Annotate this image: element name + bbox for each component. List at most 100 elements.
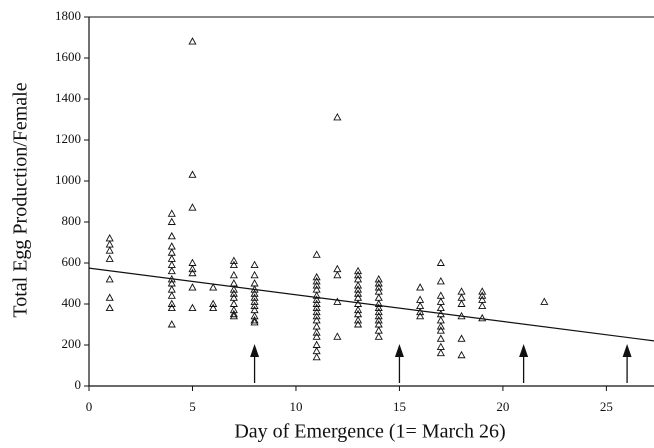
data-point <box>540 297 549 305</box>
data-point <box>312 307 321 316</box>
data-point <box>105 274 114 283</box>
data-point <box>436 303 445 312</box>
data-point <box>167 217 176 225</box>
data-point <box>416 295 425 303</box>
data-point <box>229 260 238 268</box>
data-point <box>436 342 445 350</box>
regression-line <box>88 267 654 342</box>
data-point <box>436 315 445 324</box>
data-point <box>374 311 383 320</box>
data-point <box>250 318 259 326</box>
y-tick-label: 400 <box>62 295 82 310</box>
data-point <box>229 311 238 320</box>
y-tick-label: 0 <box>75 377 82 392</box>
data-point <box>105 293 114 301</box>
data-point <box>436 326 445 334</box>
data-point <box>250 311 259 320</box>
x-tick-label: 10 <box>289 399 302 414</box>
data-point <box>105 246 114 254</box>
data-point <box>374 283 383 291</box>
data-point <box>105 233 114 242</box>
data-point <box>167 248 176 256</box>
data-point <box>353 320 363 328</box>
data-point <box>436 334 445 342</box>
data-point <box>312 295 321 303</box>
data-point <box>353 289 363 297</box>
data-point <box>167 285 176 293</box>
data-point <box>374 274 383 283</box>
data-point <box>188 268 197 277</box>
data-point <box>374 299 383 307</box>
x-tick-label: 15 <box>393 399 406 414</box>
data-point <box>250 260 259 268</box>
x-tick-label: 20 <box>496 399 509 414</box>
y-tick-label: 600 <box>62 254 82 269</box>
data-point <box>333 270 342 279</box>
data-point <box>457 293 466 301</box>
data-point <box>374 315 383 324</box>
arrow-head <box>394 343 404 357</box>
data-point <box>312 303 321 312</box>
data-point <box>457 334 466 342</box>
data-point <box>167 320 176 328</box>
data-point <box>353 285 363 293</box>
data-point <box>188 37 197 45</box>
data-point <box>416 283 425 291</box>
data-point <box>229 309 238 318</box>
data-point <box>105 303 114 312</box>
data-point <box>188 264 197 273</box>
data-point <box>229 285 238 293</box>
data-point <box>416 301 425 309</box>
data-point <box>333 113 342 121</box>
data-point <box>312 281 321 289</box>
data-point <box>250 293 259 301</box>
data-point <box>105 254 114 262</box>
data-point <box>250 301 259 309</box>
x-tick-label: 5 <box>189 399 196 414</box>
data-point <box>353 266 363 275</box>
arrow-head <box>250 343 260 357</box>
data-point <box>374 293 383 301</box>
data-point <box>457 350 466 359</box>
data-point <box>188 283 197 291</box>
data-point <box>312 277 321 285</box>
data-point <box>229 299 238 307</box>
data-point <box>353 305 363 314</box>
data-point <box>312 340 321 348</box>
data-point <box>312 299 321 307</box>
data-point <box>188 203 197 211</box>
data-point <box>229 305 238 314</box>
x-tick-label: 0 <box>86 399 93 414</box>
data-point <box>436 348 445 357</box>
data-point <box>167 299 176 307</box>
y-tick-label: 800 <box>62 213 82 228</box>
data-point <box>229 270 238 279</box>
data-point <box>167 254 176 262</box>
data-point <box>333 332 342 340</box>
data-point <box>374 303 383 312</box>
y-tick-label: 1800 <box>55 8 81 23</box>
data-point <box>167 260 176 268</box>
data-point <box>436 291 445 299</box>
data-point <box>105 240 114 248</box>
data-point <box>478 301 487 309</box>
data-point <box>229 279 238 287</box>
data-point <box>312 328 321 336</box>
data-point <box>312 272 321 281</box>
data-point <box>416 307 425 316</box>
data-point <box>353 315 363 324</box>
data-point <box>374 279 383 287</box>
data-point <box>188 258 197 266</box>
data-point <box>229 256 238 264</box>
data-point <box>250 297 259 305</box>
x-axis-title: Day of Emergence (1= March 26) <box>234 421 505 443</box>
data-point <box>250 270 259 279</box>
data-point <box>416 311 425 320</box>
data-point <box>457 299 466 307</box>
data-point <box>250 315 259 324</box>
x-tick-label: 25 <box>600 399 613 414</box>
data-point <box>353 281 363 289</box>
data-point <box>250 279 259 287</box>
data-point <box>167 231 176 240</box>
